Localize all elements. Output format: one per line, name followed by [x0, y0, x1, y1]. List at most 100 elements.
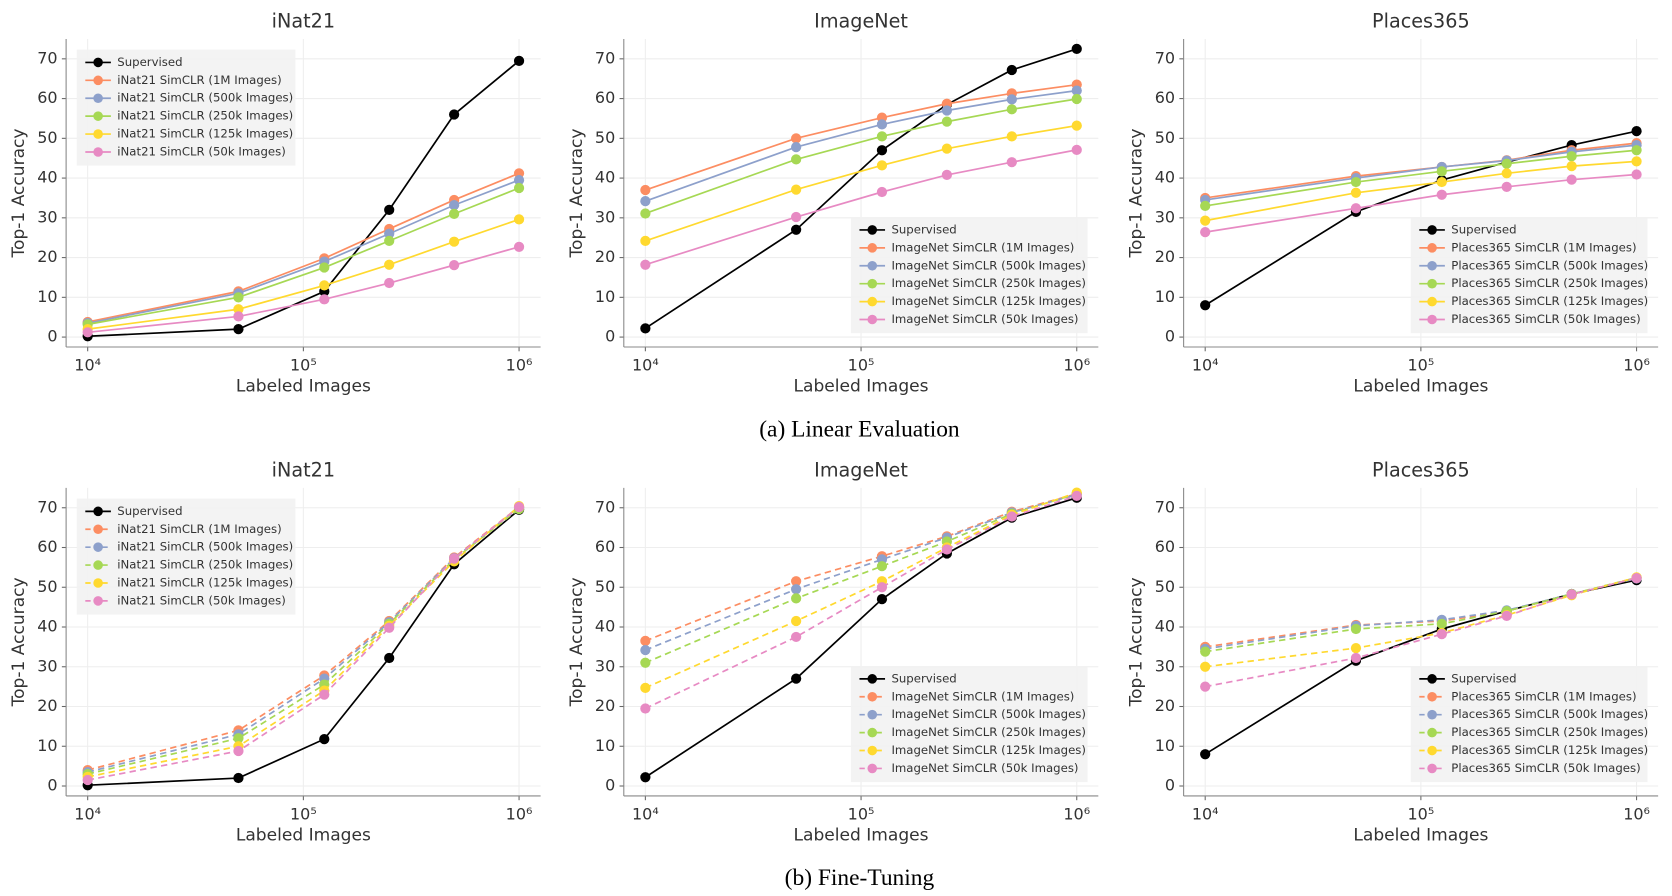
point	[1200, 300, 1211, 311]
legend-box	[850, 666, 1088, 783]
y-tick-label: 40	[1155, 168, 1175, 187]
point	[640, 184, 651, 196]
point	[791, 631, 802, 643]
chart-title: ImageNet	[814, 458, 908, 481]
point	[1501, 181, 1512, 192]
legend-swatch	[1427, 674, 1437, 684]
point	[1436, 176, 1447, 188]
point	[233, 304, 244, 315]
legend-label: ImageNet SimCLR (500k Images)	[891, 258, 1086, 272]
y-axis-label: Top-1 Accuracy	[567, 128, 587, 258]
point	[384, 235, 395, 247]
legend-swatch	[867, 225, 878, 235]
legend-label: ImageNet SimCLR (1M Images)	[891, 240, 1074, 254]
y-tick-label: 10	[1155, 736, 1175, 755]
legend-swatch	[1427, 691, 1437, 702]
series-line	[87, 60, 520, 338]
legend-swatch	[1427, 296, 1437, 307]
y-tick-label: 10	[37, 736, 57, 755]
y-tick-label: 70	[595, 497, 615, 516]
legend-swatch	[867, 709, 878, 720]
point	[513, 174, 525, 186]
chart-title: iNat21	[272, 9, 335, 32]
point	[791, 224, 802, 235]
x-tick-label: 10⁵	[848, 805, 875, 824]
legend-box	[1410, 666, 1648, 783]
legend-label: Places365 SimCLR (1M Images)	[1451, 240, 1636, 254]
x-axis-label: Labeled Images	[1353, 376, 1488, 396]
point	[791, 673, 802, 684]
legend-label: ImageNet SimCLR (250k Images)	[891, 725, 1086, 739]
y-tick-label: 60	[37, 537, 57, 556]
point	[1436, 618, 1447, 629]
point	[876, 160, 888, 171]
y-tick-label: 0	[1165, 327, 1175, 346]
x-tick-label: 10⁶	[506, 805, 533, 824]
y-tick-label: 10	[1155, 287, 1175, 306]
legend-label: iNat21 SimCLR (125k Images)	[117, 127, 293, 141]
y-tick-label: 30	[595, 207, 615, 226]
legend-label: iNat21 SimCLR (250k Images)	[117, 558, 293, 572]
point	[791, 141, 802, 153]
point	[640, 208, 651, 219]
series-line	[1204, 130, 1637, 307]
point	[1071, 120, 1082, 131]
point	[319, 262, 330, 273]
series-line	[87, 507, 520, 773]
point	[941, 544, 953, 555]
caption: (b) Fine-Tuning	[785, 865, 935, 891]
legend-swatch	[867, 278, 878, 289]
legend-swatch	[93, 75, 103, 86]
legend-label: Supervised	[891, 671, 956, 685]
legend-swatch	[867, 763, 878, 774]
point	[876, 561, 888, 572]
point	[1350, 187, 1362, 198]
point	[513, 241, 525, 252]
y-tick-label: 20	[1155, 696, 1175, 715]
chart-title: ImageNet	[814, 9, 908, 32]
y-tick-label: 30	[1155, 656, 1175, 675]
y-tick-label: 0	[1165, 776, 1175, 795]
y-axis-label: Top-1 Accuracy	[9, 577, 29, 707]
point	[233, 311, 244, 322]
legend-swatch	[93, 93, 103, 104]
point	[1566, 151, 1577, 162]
legend-swatch	[93, 506, 103, 517]
y-axis-label: Top-1 Accuracy	[1127, 128, 1147, 258]
legend-label: Supervised	[117, 504, 182, 518]
series-line	[645, 149, 1077, 266]
point	[1071, 85, 1082, 96]
x-tick-label: 10⁶	[506, 356, 533, 375]
legend-label: Supervised	[117, 55, 182, 69]
y-tick-label: 50	[1155, 128, 1175, 147]
point	[640, 196, 651, 207]
y-tick-label: 20	[1155, 247, 1175, 266]
x-tick-label: 10⁴	[74, 356, 101, 375]
point	[876, 131, 888, 142]
point	[640, 682, 651, 693]
legend-swatch	[1427, 745, 1437, 756]
legend-label: Places365 SimCLR (50k Images)	[1451, 312, 1640, 326]
y-tick-label: 50	[595, 577, 615, 596]
point	[640, 259, 651, 270]
point	[319, 733, 330, 745]
point	[1200, 681, 1211, 692]
series-line	[644, 497, 1077, 778]
point	[384, 259, 395, 270]
y-tick-label: 60	[595, 88, 615, 107]
point	[449, 208, 460, 219]
point	[1350, 203, 1362, 214]
legend-swatch	[93, 57, 103, 68]
point	[941, 169, 953, 181]
legend-label: ImageNet SimCLR (50k Images)	[891, 761, 1078, 775]
series-line	[87, 506, 520, 781]
legend-swatch	[93, 578, 103, 588]
series-line	[87, 506, 520, 771]
point	[1200, 227, 1211, 238]
legend-swatch	[1427, 314, 1437, 325]
series-line	[645, 491, 1078, 689]
point	[1501, 168, 1512, 179]
point	[233, 772, 244, 784]
y-tick-label: 70	[595, 48, 615, 67]
y-axis-label: Top-1 Accuracy	[9, 128, 29, 258]
